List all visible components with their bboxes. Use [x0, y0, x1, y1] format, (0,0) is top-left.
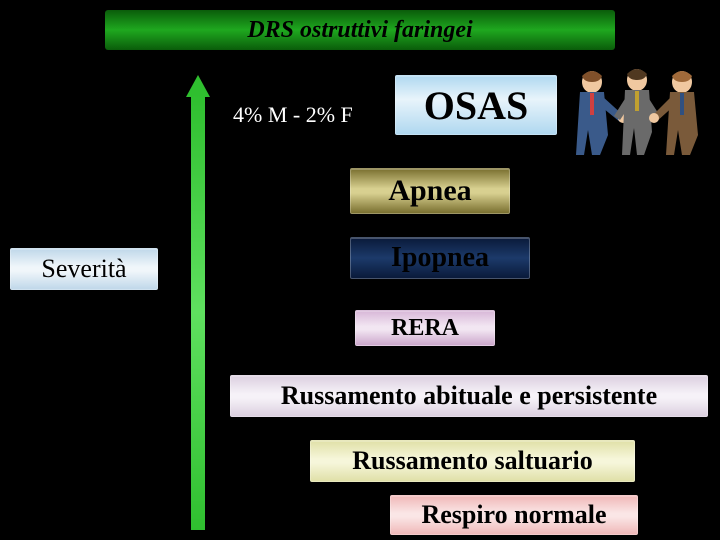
- level-respiro-normale: Respiro normale: [390, 495, 638, 535]
- title-bar: DRS ostruttivi faringei: [105, 10, 615, 50]
- level-russamento-saltuario: Russamento saltuario: [310, 440, 635, 482]
- severity-label-box: Severità: [10, 248, 158, 290]
- prevalence-text: 4% M - 2% F: [233, 102, 353, 128]
- title-text: DRS ostruttivi faringei: [247, 17, 472, 44]
- level-russamento-saltuario-label: Russamento saltuario: [352, 446, 593, 476]
- handshake-people-icon: [562, 60, 712, 160]
- severity-arrow: [186, 75, 210, 530]
- severity-label: Severità: [41, 254, 126, 284]
- arrow-head-icon: [186, 75, 210, 97]
- level-ipopnea-label: Ipopnea: [391, 242, 489, 274]
- level-russamento-abituale-label: Russamento abituale e persistente: [281, 381, 657, 411]
- level-ipopnea: Ipopnea: [350, 237, 530, 279]
- level-apnea-label: Apnea: [388, 174, 471, 208]
- level-respiro-normale-label: Respiro normale: [421, 500, 606, 530]
- level-rera: RERA: [355, 310, 495, 346]
- level-osas: OSAS: [395, 75, 557, 135]
- arrow-shaft: [191, 95, 205, 530]
- level-russamento-abituale: Russamento abituale e persistente: [230, 375, 708, 417]
- level-apnea: Apnea: [350, 168, 510, 214]
- level-rera-label: RERA: [391, 315, 459, 342]
- level-osas-label: OSAS: [424, 82, 529, 129]
